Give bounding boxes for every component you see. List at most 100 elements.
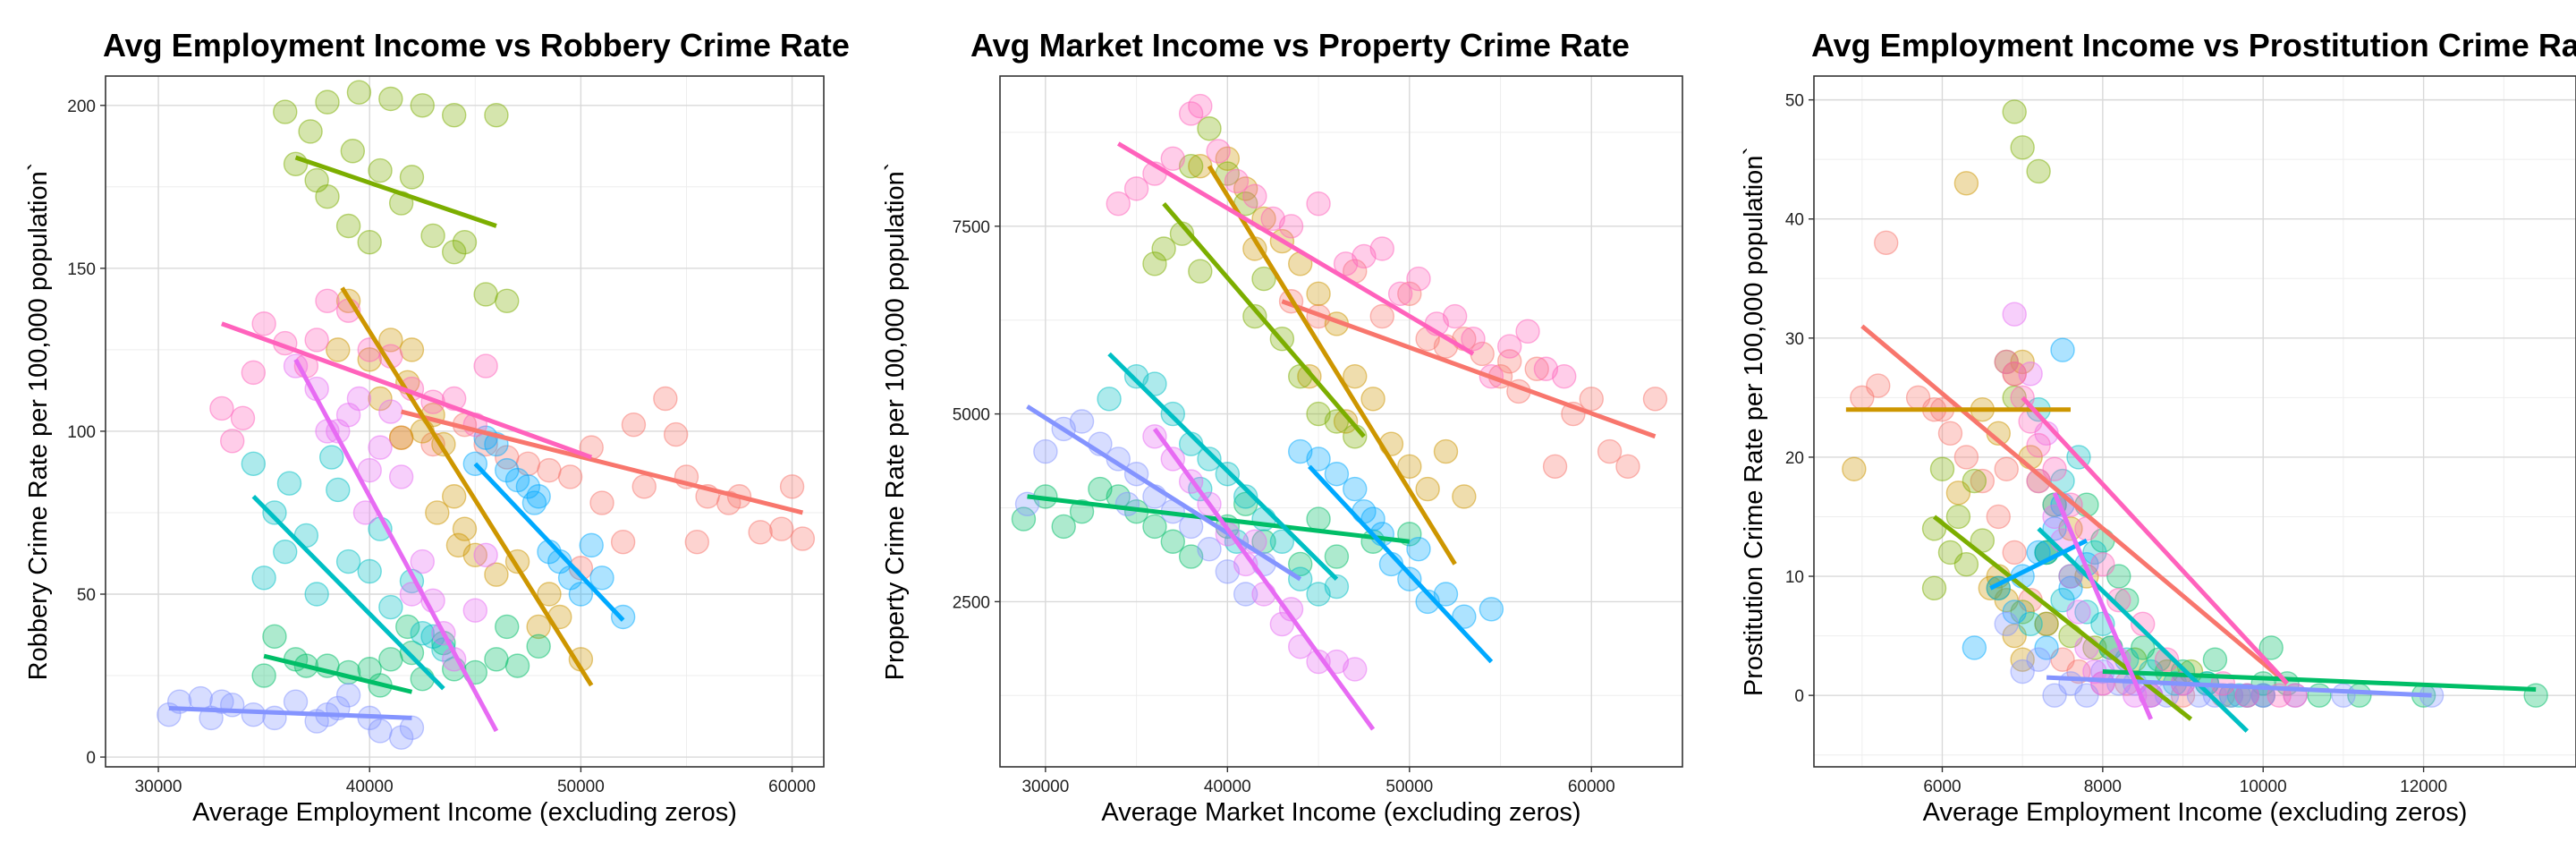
data-point	[1197, 447, 1222, 472]
y-tick-label: 7500	[953, 218, 990, 237]
data-point	[1306, 649, 1331, 675]
data-point	[346, 386, 372, 412]
data-point	[1306, 401, 1331, 427]
data-point	[1288, 363, 1313, 389]
data-point	[1369, 236, 1394, 261]
data-point	[621, 412, 647, 438]
x-tick-label: 60000	[768, 778, 816, 796]
data-point	[273, 539, 298, 565]
panel-robbery: 30000 40000 50000 60000 0 50 100 150 200 Avg Empl…	[24, 27, 850, 827]
trend-line	[1107, 352, 1339, 581]
series-7	[283, 353, 498, 672]
data-point	[2050, 337, 2075, 362]
data-point	[2010, 135, 2035, 160]
data-point	[1333, 409, 1359, 434]
data-point	[1360, 387, 1385, 412]
data-point	[1937, 421, 1963, 447]
series-1	[326, 288, 594, 672]
data-point	[790, 526, 816, 551]
data-point	[304, 167, 329, 193]
data-point	[1874, 230, 1899, 256]
trend-line	[473, 462, 625, 622]
data-point	[1994, 611, 2019, 636]
data-point	[526, 634, 551, 659]
trend-line	[2052, 491, 2153, 720]
data-point	[1306, 582, 1331, 607]
data-point	[1343, 363, 1368, 389]
data-point	[2090, 671, 2115, 696]
data-point	[495, 457, 520, 483]
data-point	[1069, 409, 1095, 434]
data-point	[484, 102, 509, 128]
data-point	[378, 399, 403, 424]
data-point	[1994, 456, 2019, 481]
data-point	[1306, 281, 1331, 307]
data-point	[1962, 635, 1987, 660]
data-point	[1288, 438, 1313, 464]
data-point	[2202, 647, 2228, 672]
x-tick-label: 30000	[135, 778, 182, 796]
data-point	[663, 421, 689, 447]
series-7	[2002, 302, 2164, 708]
data-point	[262, 624, 287, 650]
data-point	[526, 614, 551, 640]
data-point	[1178, 153, 1204, 179]
chart-title: Avg Employment Income vs Prostitution Cr…	[1811, 27, 2576, 64]
data-point	[1433, 438, 1459, 464]
data-point	[557, 464, 583, 489]
data-point	[1415, 476, 1440, 502]
data-point	[2002, 99, 2027, 124]
series-0	[388, 386, 816, 581]
data-point	[495, 288, 520, 313]
data-point	[1953, 445, 1979, 470]
data-point	[748, 520, 773, 545]
trend-line	[251, 494, 445, 691]
data-point	[1442, 303, 1468, 329]
data-point	[357, 230, 382, 255]
data-point	[484, 562, 509, 587]
data-point	[1333, 251, 1359, 276]
data-point	[410, 549, 435, 574]
trend-line	[2021, 395, 2289, 685]
data-point	[1352, 498, 1377, 524]
y-tick-label: 5000	[953, 406, 990, 425]
data-point	[1142, 424, 1167, 449]
data-point	[1324, 462, 1350, 487]
panel-prostitution: 6000 8000 10000 12000 0 10 20 30 40 50 Avg Employm…	[1740, 27, 2576, 827]
data-point	[410, 93, 435, 118]
data-point	[2154, 647, 2180, 672]
data-point	[230, 405, 256, 431]
data-point	[1206, 139, 1231, 164]
data-point	[1352, 243, 1377, 269]
data-point	[1251, 529, 1276, 554]
data-point	[1097, 387, 1122, 412]
data-point	[1278, 214, 1304, 239]
data-point	[1251, 266, 1276, 292]
data-point	[1142, 514, 1167, 540]
y-axis-label: Property Crime Rate per 100,000 populati…	[881, 163, 910, 681]
data-point	[399, 640, 425, 666]
data-point	[452, 230, 478, 255]
data-point	[769, 516, 794, 541]
data-point	[298, 119, 323, 144]
data-point	[579, 532, 604, 558]
data-point	[1123, 363, 1149, 389]
data-point	[441, 484, 467, 509]
data-point	[1278, 597, 1304, 622]
data-point	[1579, 387, 1604, 412]
trend-line	[1860, 324, 2289, 685]
data-point	[1597, 438, 1623, 464]
trend-line	[293, 358, 499, 733]
data-point	[1497, 334, 1522, 359]
data-point	[283, 689, 309, 714]
data-point	[410, 620, 435, 646]
data-point	[1306, 447, 1331, 472]
x-tick-label: 30000	[1021, 778, 1069, 796]
data-point	[2331, 683, 2356, 708]
data-point	[410, 666, 435, 692]
y-tick-label: 100	[67, 423, 96, 442]
data-point	[1160, 146, 1185, 172]
data-point	[251, 663, 276, 688]
data-point	[399, 337, 425, 362]
